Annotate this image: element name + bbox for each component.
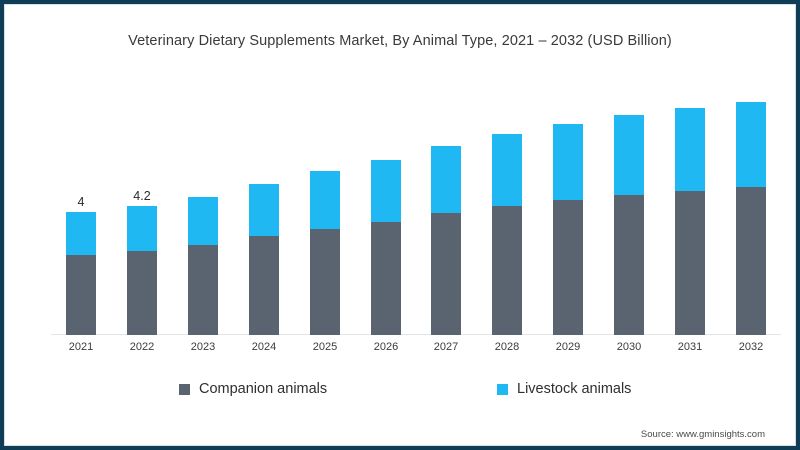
chart-legend: Companion animals Livestock animals [5, 381, 795, 405]
x-tick-2030: 2030 [616, 341, 642, 353]
bar-group-2022[interactable]: 4.2 [127, 189, 157, 335]
bar-segment-companion-2023[interactable] [188, 245, 218, 335]
x-axis-tick-labels: 2021 2022 2023 2024 2025 2026 2027 2028 2029 2030… [51, 341, 781, 361]
x-tick-2021: 2021 [68, 341, 94, 353]
bar-segment-companion-2025[interactable] [310, 229, 340, 335]
x-tick-2026: 2026 [373, 341, 399, 353]
bar-segment-livestock-2027[interactable] [431, 146, 461, 213]
x-tick-2022: 2022 [129, 341, 155, 353]
bar-value-label-2022: 4.2 [133, 189, 151, 203]
bar-segment-companion-2032[interactable] [736, 187, 766, 335]
bar-segment-companion-2030[interactable] [614, 195, 644, 335]
x-tick-2023: 2023 [190, 341, 216, 353]
bar-segment-livestock-2029[interactable] [553, 124, 583, 200]
legend-label-companion: Companion animals [199, 381, 328, 397]
source-attribution: Source: www.gminsights.com [640, 429, 765, 440]
x-tick-2029: 2029 [555, 341, 581, 353]
bar-segment-companion-2029[interactable] [553, 200, 583, 335]
bar-group-2023[interactable] [188, 197, 218, 335]
bar-segment-livestock-2030[interactable] [614, 115, 644, 195]
x-tick-2027: 2027 [433, 341, 459, 353]
bar-group-2024[interactable] [249, 184, 279, 335]
bar-group-2030[interactable] [614, 115, 644, 335]
bar-segment-livestock-2024[interactable] [249, 184, 279, 236]
legend-swatch-livestock-icon [497, 383, 508, 395]
chart-title: Veterinary Dietary Supplements Market, B… [128, 33, 672, 49]
bar-group-2028[interactable] [492, 134, 522, 335]
bar-segment-livestock-2032[interactable] [736, 102, 766, 187]
legend-label-livestock: Livestock animals [517, 381, 632, 397]
bar-segment-livestock-2028[interactable] [492, 134, 522, 206]
bar-segment-companion-2026[interactable] [371, 222, 401, 335]
bar-segment-companion-2024[interactable] [249, 236, 279, 335]
bar-segment-livestock-2025[interactable] [310, 171, 340, 229]
bar-group-2027[interactable] [431, 146, 461, 335]
x-tick-2031: 2031 [677, 341, 703, 353]
bar-segment-livestock-2021[interactable] [66, 212, 96, 255]
bar-segment-companion-2031[interactable] [675, 191, 705, 335]
legend-item-livestock-animals[interactable]: Livestock animals [497, 381, 631, 397]
legend-swatch-companion-icon [179, 383, 190, 395]
bar-group-2026[interactable] [371, 160, 401, 335]
bar-segment-livestock-2031[interactable] [675, 108, 705, 191]
bar-segment-companion-2021[interactable] [66, 255, 96, 335]
bar-group-2029[interactable] [553, 124, 583, 335]
x-tick-2028: 2028 [494, 341, 520, 353]
plot-area: 4 4.2 [51, 91, 781, 335]
x-axis-line [51, 334, 781, 335]
chart-inner-border: Veterinary Dietary Supplements Market, B… [4, 4, 796, 446]
chart-canvas: Veterinary Dietary Supplements Market, B… [5, 5, 795, 445]
bar-group-2021[interactable]: 4 [66, 195, 96, 335]
x-tick-2032: 2032 [738, 341, 764, 353]
bar-segment-companion-2028[interactable] [492, 206, 522, 335]
bar-group-2032[interactable] [736, 102, 766, 335]
bar-segment-livestock-2026[interactable] [371, 160, 401, 222]
bar-segment-livestock-2023[interactable] [188, 197, 218, 245]
bar-segment-livestock-2022[interactable] [127, 206, 157, 251]
bar-segment-companion-2027[interactable] [431, 213, 461, 335]
bar-segment-companion-2022[interactable] [127, 251, 157, 335]
x-tick-2024: 2024 [251, 341, 277, 353]
legend-item-companion-animals[interactable]: Companion animals [179, 381, 327, 397]
bar-group-2031[interactable] [675, 108, 705, 335]
x-tick-2025: 2025 [312, 341, 338, 353]
bar-value-label-2021: 4 [77, 195, 85, 209]
bar-group-2025[interactable] [310, 171, 340, 335]
